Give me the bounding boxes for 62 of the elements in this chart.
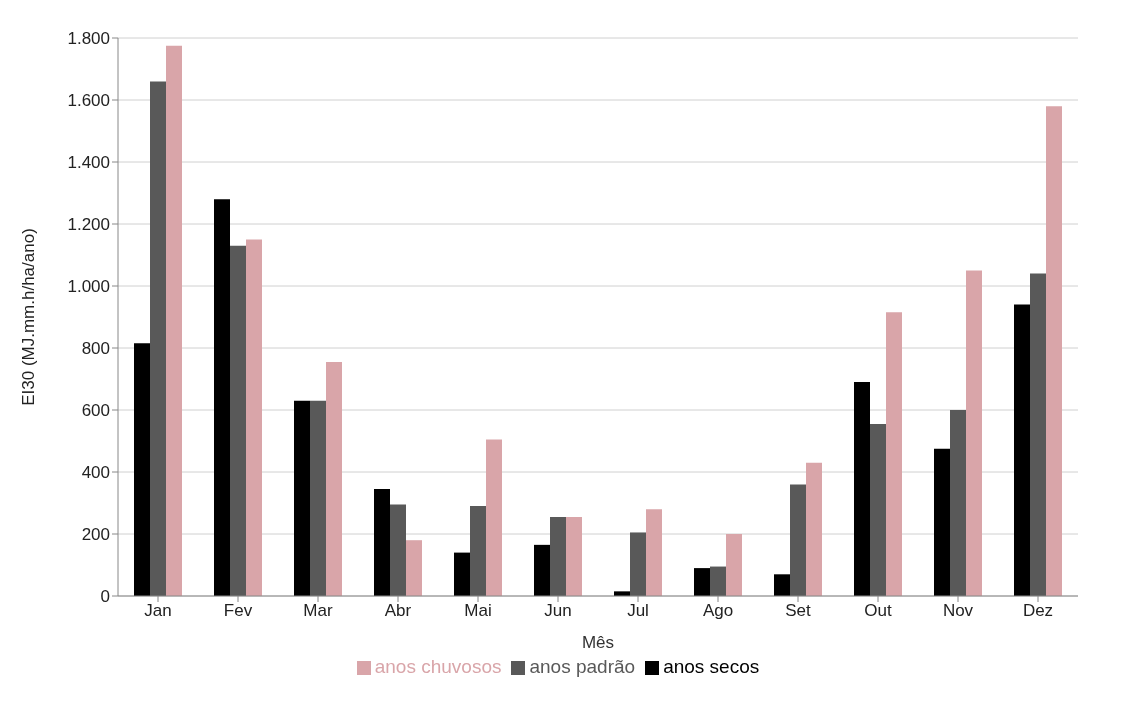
bar [694,568,710,596]
x-tick-label: Fev [223,601,253,621]
bar [870,423,886,596]
legend-label: anos padrão [529,656,636,677]
bar [246,239,262,596]
legend-label: anos chuvosos [374,656,502,677]
bar [150,81,166,596]
bar [934,448,950,596]
bar [134,343,150,596]
x-tick-label: Mar [303,601,333,621]
bar [470,506,486,596]
y-tick-label: 1.800 [67,29,110,49]
x-tick-label: Mai [464,601,492,621]
x-axis-title: Mês [581,633,615,652]
bar [886,312,902,596]
legend-label: anos secos [663,656,760,677]
bar [1030,273,1046,596]
y-tick-label: 200 [81,525,110,545]
bar [550,516,566,596]
bar [710,566,726,596]
x-tick-label: Abr [384,601,412,621]
bar [806,462,822,596]
bar [214,199,230,596]
bar [406,540,422,596]
bar [854,382,870,596]
bar [1046,106,1062,596]
bar [486,439,502,596]
y-axis-title: EI30 (MJ.mm.h/ha/ano) [19,228,39,406]
bar [230,245,246,596]
x-tick-label: Ago [702,601,734,621]
bar [950,410,966,596]
bar [454,552,470,596]
y-tick-label: 0 [100,587,110,607]
y-tick-label: 1.000 [67,277,110,297]
x-tick-label: Jan [144,601,172,621]
bar [390,504,406,596]
bar [310,400,326,596]
bar [1014,304,1030,596]
y-tick-label: 800 [81,339,110,359]
x-tick-label: Dez [1022,601,1054,621]
bar [726,534,742,596]
bar [646,509,662,596]
bar [566,516,582,596]
x-tick-label: Set [785,601,812,621]
x-tick-label: Out [864,601,892,621]
bar [630,532,646,596]
bar [534,544,550,596]
y-tick-label: 1.400 [67,153,110,173]
y-tick-label: 1.200 [67,215,110,235]
bar [294,400,310,596]
x-tick-label: Jun [544,601,572,621]
x-tick-label: Jul [627,601,649,621]
y-tick-label: 1.600 [67,91,110,111]
y-tick-label: 400 [81,463,110,483]
bar [790,484,806,596]
x-tick-label: Nov [942,601,974,621]
bar [326,361,342,596]
y-tick-label: 600 [81,401,110,421]
bar [166,45,182,596]
bar [966,270,982,596]
bar [374,489,390,596]
bar [774,574,790,596]
